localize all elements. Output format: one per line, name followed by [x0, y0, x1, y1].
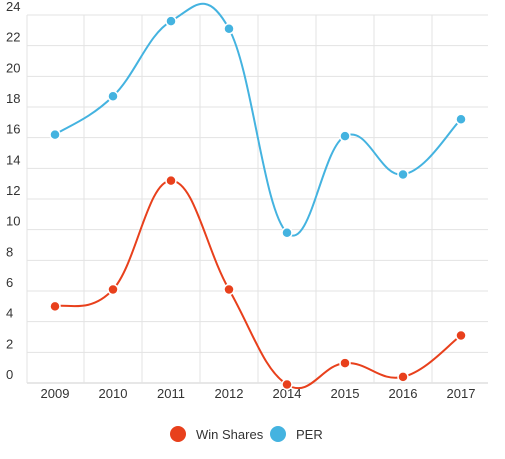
data-point[interactable]: [455, 113, 467, 126]
legend: Win Shares PER: [170, 426, 323, 442]
y-tick-label: 0: [6, 367, 13, 382]
y-tick-label: 4: [6, 306, 13, 321]
series-line-win-shares: [54, 179, 462, 390]
series-line-per: [54, 2, 462, 237]
data-point[interactable]: [281, 378, 293, 391]
x-tick-label: 2011: [157, 386, 185, 401]
y-tick-label: 8: [6, 244, 13, 259]
x-tick-label: 2009: [41, 386, 70, 401]
x-tick-label: 2012: [215, 386, 244, 401]
x-tick-label: 2017: [447, 386, 476, 401]
data-point[interactable]: [165, 174, 177, 187]
legend-label[interactable]: Win Shares: [196, 427, 264, 442]
data-point[interactable]: [397, 168, 409, 181]
x-tick-label: 2016: [389, 386, 418, 401]
data-point[interactable]: [339, 357, 351, 369]
legend-marker: [270, 426, 286, 442]
data-point[interactable]: [281, 226, 293, 239]
y-tick-label: 20: [6, 60, 20, 75]
x-tick-label: 2014: [273, 386, 302, 401]
data-point[interactable]: [223, 23, 235, 35]
legend-marker: [170, 426, 186, 442]
y-tick-label: 6: [6, 275, 13, 290]
y-tick-label: 2: [6, 336, 13, 351]
data-point[interactable]: [107, 283, 119, 296]
data-point[interactable]: [107, 90, 119, 103]
y-tick-label: 16: [6, 122, 20, 137]
data-point[interactable]: [49, 128, 61, 141]
data-point[interactable]: [165, 15, 177, 27]
data-point[interactable]: [397, 371, 409, 383]
y-tick-label: 18: [6, 91, 20, 106]
series-points: [49, 15, 467, 391]
y-tick-label: 12: [6, 183, 20, 198]
data-point[interactable]: [49, 300, 61, 313]
data-point[interactable]: [223, 283, 235, 296]
y-tick-label: 22: [6, 30, 20, 45]
y-tick-label: 14: [6, 152, 20, 167]
x-axis-ticks: 2009 2010 2011 2012 2014 2015 2016 2017: [41, 386, 476, 401]
x-tick-label: 2015: [331, 386, 360, 401]
grid: [26, 14, 488, 384]
data-point[interactable]: [339, 130, 351, 142]
y-tick-label: 10: [6, 214, 20, 229]
x-tick-label: 2010: [99, 386, 128, 401]
data-point[interactable]: [455, 329, 467, 342]
series-lines: [54, 2, 462, 390]
legend-label[interactable]: PER: [296, 427, 323, 442]
y-tick-label: 24: [6, 0, 20, 14]
